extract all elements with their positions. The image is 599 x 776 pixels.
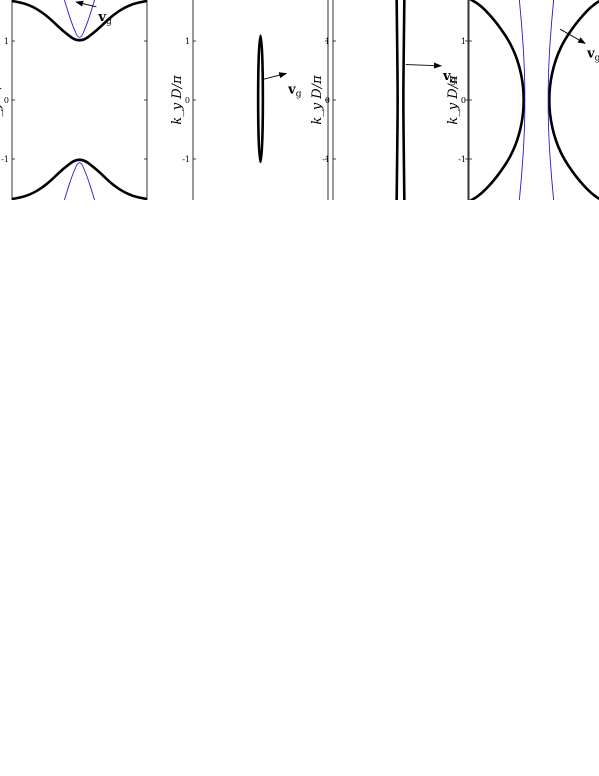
y-tick-label: 0 (325, 96, 330, 105)
y-tick-label: 1 (325, 37, 330, 46)
group-velocity-arrow (263, 72, 288, 80)
y-tick-label: 0 (185, 96, 190, 105)
curves (12, 0, 147, 200)
y-tick-label: 0 (461, 96, 466, 105)
y-tick-label: -1 (458, 155, 466, 164)
iso-frequency-curve (402, 0, 406, 200)
y-axis-label: k_y D/π (310, 75, 325, 125)
iso-frequency-curve (395, 0, 399, 200)
y-tick-label: -1 (322, 155, 330, 164)
y-tick-label: 1 (4, 37, 9, 46)
light-line-curve (518, 0, 526, 200)
group-velocity-arrow (75, 0, 97, 8)
group-velocity-label: vg (586, 46, 599, 63)
y-tick-label: -1 (1, 155, 9, 164)
y-axis-label: k_y D/π (170, 75, 185, 125)
iso-frequency-curve (256, 34, 265, 164)
group-velocity-arrow (405, 62, 442, 69)
iso-frequency-curve (548, 0, 599, 200)
group-velocity-arrow (559, 28, 586, 44)
curves (395, 0, 406, 200)
y-tick-label: 1 (461, 37, 466, 46)
iso-frequency-curve (469, 0, 525, 200)
y-axis-label: k_y D/π (446, 75, 461, 125)
group-velocity-label: vg (287, 82, 302, 99)
iso-frequency-curve (12, 158, 147, 200)
curves (469, 0, 599, 200)
iso-frequency-curve (12, 0, 147, 42)
y-tick-label: 0 (4, 96, 9, 105)
group-velocity-label: vg (97, 10, 112, 27)
light-line-curve (547, 0, 555, 200)
curves (256, 34, 265, 164)
y-axis-label: k_y D/π (0, 75, 4, 125)
light-line-curve (63, 162, 96, 200)
y-tick-label: -1 (182, 155, 190, 164)
y-tick-label: 1 (185, 37, 190, 46)
light-line-curve (63, 0, 96, 38)
